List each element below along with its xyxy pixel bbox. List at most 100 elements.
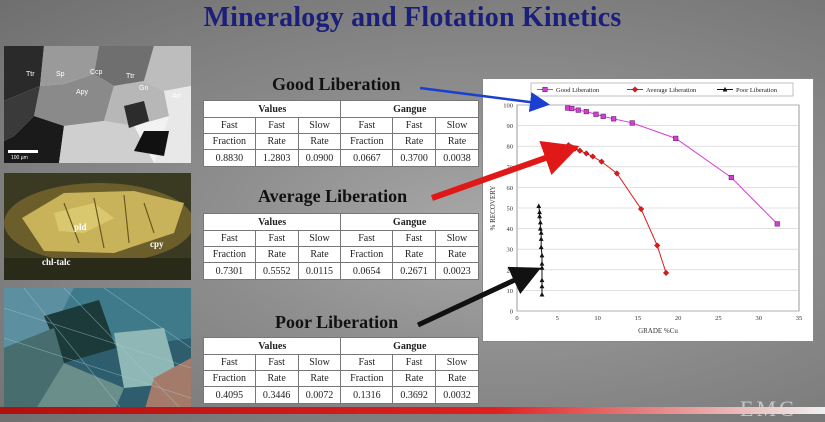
table-cell: 1.2803: [254, 149, 299, 167]
legend-marker: [542, 86, 548, 93]
data-point: [537, 209, 542, 215]
table-cell: 0.3692: [392, 386, 437, 404]
grade-recovery-chart: 0 10 20 30 40 50 60 70 80 90 100 0 5 10 15 20 25 30 35 GRAD…: [482, 78, 814, 342]
group-header-gangue: Gangue: [340, 100, 479, 118]
col-header: Rate: [392, 133, 437, 150]
data-point: [613, 170, 620, 177]
data-point: [537, 219, 543, 225]
col-header: Fast: [391, 230, 436, 247]
table-cell: 0.0115: [297, 262, 342, 280]
table-cell: 0.3446: [254, 386, 299, 404]
table-cell: 0.3700: [392, 149, 437, 167]
table-cell: 0.7301: [203, 262, 256, 280]
x-tick-label: 5: [556, 315, 559, 322]
legend-label: Good Liberation: [556, 87, 600, 94]
y-tick-label: 90: [507, 123, 514, 130]
kinetics-table-average: Values Gangue Fast Fast Slow Fast Fast S…: [202, 213, 480, 280]
col-header: Slow: [435, 354, 479, 371]
data-point: [673, 135, 679, 141]
mineral-micrograph-average: pld chl-talc cpy: [4, 173, 191, 280]
col-header: Slow: [435, 117, 479, 134]
kinetics-table-poor: Values Gangue Fast Fast Slow Fast Fast S…: [202, 337, 479, 404]
grade-recovery-plot: 0 10 20 30 40 50 60 70 80 90 100 0 5 10 15 20 25 30 35 GRAD…: [489, 82, 803, 335]
mineral-label: Ttr: [126, 73, 135, 80]
y-tick-label: 30: [507, 247, 514, 254]
data-point: [600, 113, 606, 119]
y-tick-label: 0: [510, 309, 513, 316]
col-header: Fast: [203, 117, 256, 134]
mineral-label: Ttr: [26, 71, 35, 78]
col-header: Rate: [254, 246, 299, 263]
col-header: Rate: [297, 133, 342, 150]
data-point: [589, 153, 596, 160]
col-header: Rate: [254, 133, 299, 150]
group-header-values: Values: [202, 213, 342, 231]
col-header: Fast: [392, 117, 437, 134]
y-tick-label: 100: [503, 103, 513, 110]
data-point: [537, 213, 542, 219]
data-point: [728, 174, 734, 181]
legend-marker: [722, 86, 728, 92]
data-point: [637, 205, 645, 213]
table-cell: 0.0900: [297, 149, 342, 167]
y-tick-label: 50: [507, 206, 514, 213]
data-point: [536, 203, 542, 208]
mineral-label: chl-talc: [42, 257, 71, 267]
y-tick-label: 40: [507, 226, 514, 233]
table-cell: 0.5552: [254, 262, 299, 280]
label-poor-liberation: Poor Liberation: [275, 312, 399, 332]
table-cell: 0.0072: [297, 386, 342, 404]
bottom-strip: [0, 407, 825, 414]
col-header: Slow: [434, 230, 480, 247]
x-tick-label: 15: [635, 315, 642, 322]
data-point: [593, 111, 599, 117]
x-axis-label: GRADE %Cu: [638, 327, 678, 335]
table-cell: 0.0667: [340, 149, 394, 167]
table-cell: 0.1316: [340, 386, 394, 404]
table-cell: 0.0654: [340, 262, 393, 280]
col-header: Fast: [340, 230, 393, 247]
mineral-label: pld: [74, 222, 87, 232]
data-point: [583, 109, 589, 115]
x-tick-label: 35: [796, 315, 803, 322]
x-tick-label: 0: [515, 315, 518, 322]
data-point: [538, 244, 544, 250]
data-point: [538, 230, 544, 235]
col-header: Fraction: [203, 370, 256, 387]
data-point: [539, 252, 545, 258]
data-point: [611, 116, 617, 122]
data-point: [539, 261, 545, 266]
mineral-label: Ccp: [90, 69, 103, 76]
col-header: Fast: [254, 230, 299, 247]
col-header: Fast: [203, 354, 256, 371]
data-point: [537, 226, 543, 231]
col-header: Fast: [392, 354, 437, 371]
col-header: Slow: [297, 230, 342, 247]
y-tick-label: 70: [507, 164, 514, 171]
mineral-label: Gn: [139, 85, 148, 92]
col-header: Fast: [254, 117, 299, 134]
col-header: Rate: [434, 246, 480, 263]
mineral-label: cpy: [150, 239, 164, 249]
group-header-gangue: Gangue: [340, 337, 479, 355]
col-header: Rate: [435, 133, 479, 150]
data-point: [539, 291, 545, 297]
table-cell: 0.8830: [203, 149, 256, 167]
col-header: Slow: [297, 117, 342, 134]
label-average-liberation: Average Liberation: [258, 186, 408, 206]
y-tick-label: 60: [507, 185, 514, 192]
table-cell: 0.0032: [435, 386, 479, 404]
mineral-micrograph-poor: [4, 288, 191, 412]
legend-label: Average Liberation: [646, 87, 697, 94]
data-point: [583, 150, 590, 157]
table-cell: 0.4095: [203, 386, 256, 404]
col-header: Rate: [392, 370, 437, 387]
mineral-label: Apy: [76, 89, 89, 96]
col-header: Fast: [340, 354, 394, 371]
group-header-gangue: Gangue: [340, 213, 479, 231]
col-header: Rate: [391, 246, 436, 263]
col-header: Slow: [297, 354, 342, 371]
kinetics-table-good: Values Gangue Fast Fast Slow Fast Fast S…: [202, 100, 479, 167]
x-tick-label: 30: [755, 315, 762, 322]
label-good-liberation: Good Liberation: [272, 74, 401, 94]
